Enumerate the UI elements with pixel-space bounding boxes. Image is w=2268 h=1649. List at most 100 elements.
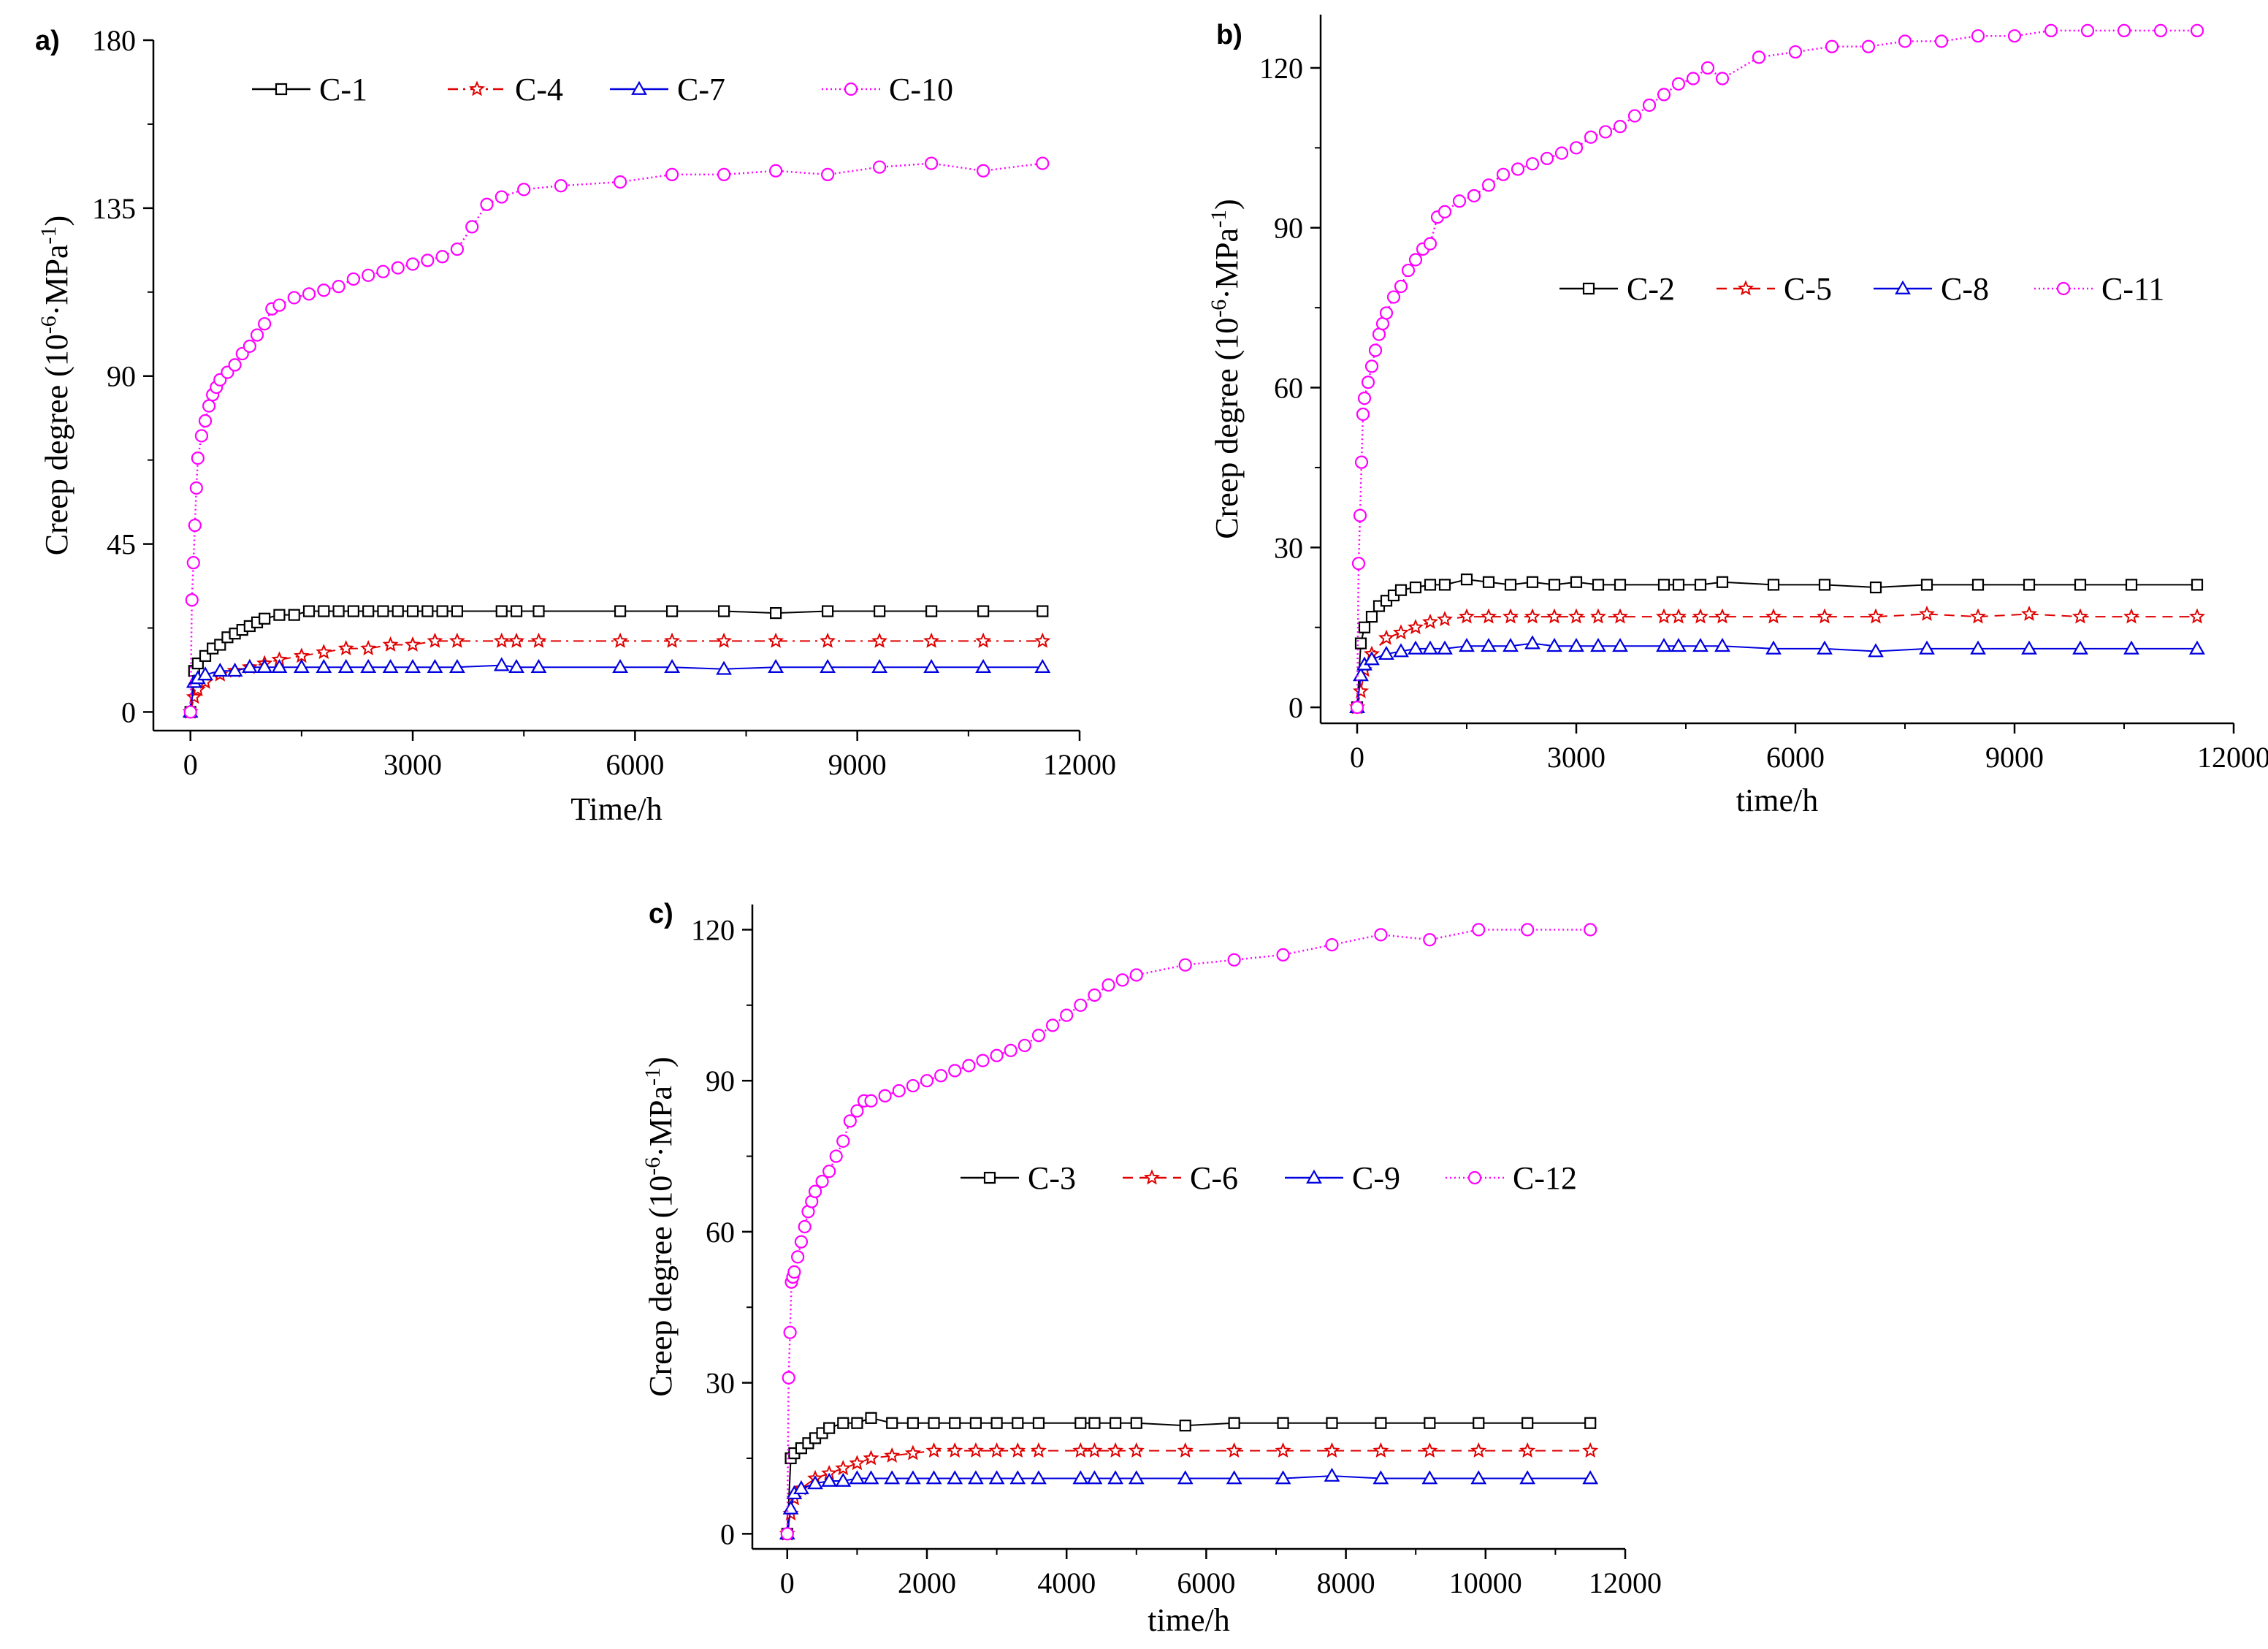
data-point bbox=[1324, 1467, 1340, 1482]
data-point bbox=[783, 1325, 797, 1339]
data-point bbox=[1226, 1470, 1242, 1485]
data-point bbox=[1656, 638, 1672, 652]
data-point bbox=[928, 1417, 940, 1429]
data-point bbox=[449, 658, 465, 674]
data-point bbox=[1496, 167, 1511, 181]
x-tick-label: 12000 bbox=[2197, 741, 2268, 774]
series-C-12 bbox=[780, 923, 1597, 1541]
data-point bbox=[1714, 638, 1730, 652]
data-point bbox=[347, 605, 359, 617]
data-point bbox=[293, 647, 310, 663]
data-point bbox=[1178, 958, 1192, 972]
x-tick-label: 9000 bbox=[1985, 741, 2044, 774]
data-point bbox=[1107, 1470, 1124, 1485]
data-point bbox=[1765, 640, 1782, 655]
legend-label: C-4 bbox=[515, 72, 563, 107]
data-point bbox=[1519, 1442, 1536, 1458]
data-point bbox=[316, 644, 332, 660]
data-point bbox=[1470, 1470, 1487, 1485]
data-point bbox=[1503, 638, 1519, 652]
data-point bbox=[1353, 667, 1369, 682]
data-point bbox=[1767, 579, 1780, 591]
data-point bbox=[967, 1442, 984, 1458]
data-point bbox=[421, 254, 435, 267]
data-point bbox=[1408, 253, 1423, 267]
data-point bbox=[1692, 608, 1709, 624]
data-point bbox=[949, 1417, 961, 1429]
data-point bbox=[1589, 608, 1607, 624]
data-point bbox=[185, 593, 199, 607]
data-point bbox=[405, 636, 421, 652]
data-point bbox=[436, 605, 448, 617]
legend-label: C-3 bbox=[1028, 1160, 1076, 1196]
data-point bbox=[1401, 263, 1416, 278]
data-point bbox=[1519, 1470, 1536, 1485]
data-point bbox=[1107, 1442, 1124, 1458]
data-point bbox=[664, 658, 680, 674]
data-point bbox=[1692, 638, 1708, 652]
x-axis-title: Time/h bbox=[570, 791, 663, 827]
y-tick-label: 0 bbox=[720, 1517, 735, 1550]
data-point bbox=[1421, 1442, 1438, 1458]
data-point bbox=[1438, 579, 1451, 591]
data-point bbox=[1110, 1417, 1122, 1429]
data-point bbox=[947, 1442, 963, 1458]
data-point bbox=[808, 1184, 822, 1198]
data-point bbox=[2044, 23, 2058, 37]
data-point bbox=[1353, 509, 1367, 522]
data-point bbox=[495, 190, 508, 204]
data-point bbox=[202, 399, 216, 413]
data-point bbox=[2072, 640, 2088, 655]
data-point bbox=[787, 1265, 801, 1279]
data-point bbox=[1086, 1442, 1103, 1458]
data-point bbox=[1325, 938, 1339, 952]
data-point bbox=[1686, 72, 1700, 85]
data-point bbox=[821, 1472, 838, 1487]
data-point bbox=[1177, 1470, 1194, 1485]
legend-marker bbox=[844, 82, 858, 96]
data-point bbox=[1421, 1470, 1438, 1485]
data-point bbox=[302, 605, 316, 617]
data-point bbox=[1920, 579, 1933, 591]
data-point bbox=[1971, 29, 1985, 43]
data-point bbox=[316, 658, 332, 674]
data-point bbox=[1971, 579, 1985, 591]
data-point bbox=[293, 658, 310, 674]
data-point bbox=[480, 197, 494, 211]
x-tick-label: 3000 bbox=[383, 748, 442, 781]
data-point bbox=[2188, 608, 2206, 624]
data-point bbox=[947, 1470, 963, 1485]
legend: C-1 C-4 C-7 C-10 bbox=[252, 72, 953, 107]
data-point bbox=[1502, 608, 1519, 624]
data-point bbox=[448, 632, 465, 648]
data-point bbox=[1524, 608, 1541, 624]
data-point bbox=[884, 1470, 901, 1485]
data-point bbox=[1460, 573, 1473, 586]
data-point bbox=[1511, 162, 1525, 176]
data-point bbox=[1472, 923, 1486, 937]
data-point bbox=[977, 605, 990, 617]
data-point bbox=[849, 1455, 866, 1471]
data-point bbox=[2021, 640, 2037, 655]
data-point bbox=[975, 658, 992, 674]
data-point bbox=[427, 658, 443, 674]
data-point bbox=[1584, 130, 1598, 144]
data-point bbox=[863, 1450, 879, 1466]
data-point bbox=[332, 605, 345, 617]
data-point bbox=[493, 632, 510, 648]
data-point bbox=[1526, 576, 1539, 588]
data-point bbox=[925, 156, 939, 170]
y-axis-title: Creep degree (10-6·MPa-1) bbox=[641, 1056, 679, 1396]
data-point bbox=[782, 1500, 799, 1515]
data-point bbox=[1074, 1417, 1087, 1429]
data-point bbox=[1129, 968, 1143, 982]
data-point bbox=[451, 605, 464, 617]
data-point bbox=[664, 632, 681, 648]
data-point bbox=[1934, 34, 1949, 48]
legend-marker bbox=[2056, 281, 2071, 296]
data-point bbox=[1424, 579, 1437, 591]
data-point bbox=[1540, 151, 1554, 166]
legend-marker bbox=[275, 83, 288, 96]
data-point bbox=[1378, 645, 1394, 660]
data-point bbox=[360, 658, 377, 674]
